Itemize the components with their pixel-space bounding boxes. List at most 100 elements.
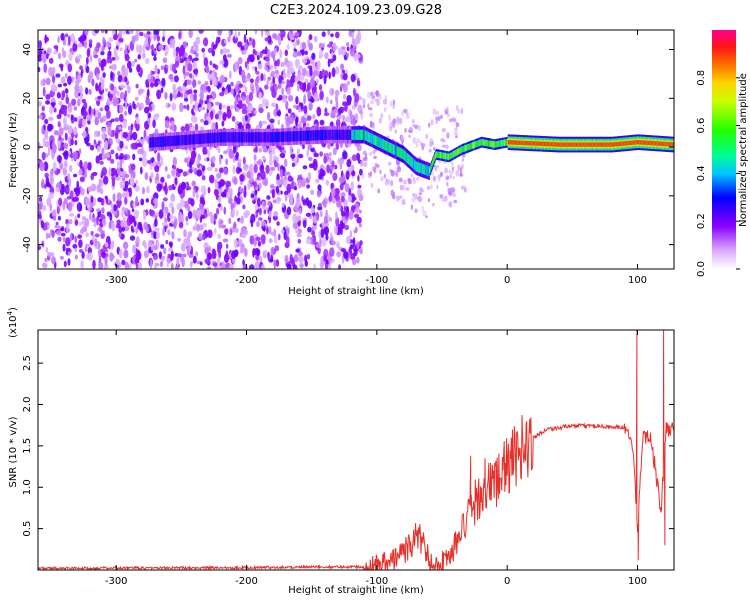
spectrogram-ridge-mark (169, 136, 172, 147)
spectrogram-noise-mark (263, 73, 266, 82)
spectrogram-noise-mark (41, 151, 46, 161)
spectrogram-ridge-mark (216, 132, 218, 143)
spectrogram-ridge-mark (152, 137, 154, 148)
spectrogram-noise-mark (214, 188, 219, 197)
spectrogram-noise-mark (302, 219, 307, 228)
spectrogram-noise-mark (304, 78, 309, 84)
spectrogram-noise-mark (318, 84, 323, 91)
spectrogram-noise-mark (57, 121, 61, 128)
spectrogram-noise-mark (342, 174, 346, 183)
spectrogram-ridge-mark (369, 132, 371, 143)
spectrogram-noise-mark (270, 254, 274, 263)
spectrogram-noise-mark (244, 86, 248, 94)
spectrogram-noise-mark (98, 261, 104, 269)
spectrogram-ridge-mark (422, 163, 424, 175)
spectrogram-ridge-mark (409, 155, 411, 166)
spectrogram-noise-mark (323, 226, 330, 236)
spectrogram-ridge-mark (583, 142, 585, 147)
spectrogram-ridge-mark (252, 132, 254, 143)
spectrogram-noise-mark (160, 244, 165, 249)
spectrogram-noise-mark (190, 261, 194, 265)
spectrogram-ridge-mark (376, 136, 378, 147)
spectrogram-ridge-mark (649, 140, 651, 146)
spectrogram-noise-mark (197, 80, 201, 85)
spectrogram-ridge-mark (312, 130, 314, 141)
spectrogram-noise-mark (324, 107, 328, 114)
spectrogram-noise-mark (187, 205, 191, 212)
spectrogram-noise-mark (336, 200, 342, 208)
spectrogram-noise-mark (267, 111, 271, 121)
spectrogram-noise-mark (169, 73, 174, 80)
spectrogram-noise-mark (51, 75, 56, 84)
spectrogram-noise-mark (427, 198, 430, 203)
spectrogram-noise-mark (280, 190, 283, 195)
spectrogram-noise-mark (281, 202, 285, 208)
spectrogram-noise-mark (153, 214, 157, 219)
spectrogram-ridge-mark (202, 133, 204, 144)
spectrogram-noise-mark (184, 157, 189, 163)
spectrogram-ridge-mark (334, 129, 336, 140)
spectrogram-noise-mark (192, 225, 198, 231)
spectrogram-ridge-mark (534, 141, 536, 146)
spectrogram-ridge-mark (656, 141, 658, 146)
spectrogram-noise-mark (157, 68, 160, 75)
spectrogram-noise-mark (192, 188, 196, 198)
spectrogram-noise-mark (270, 184, 275, 189)
spectrogram-noise-mark (286, 263, 292, 269)
spectrogram-noise-mark (295, 197, 301, 208)
spectrogram-noise-mark (182, 65, 186, 75)
spectrogram-noise-mark (330, 187, 336, 198)
spectrogram-noise-mark (241, 96, 246, 101)
spectrogram-ridge-mark (432, 158, 434, 166)
spectrogram-noise-mark (116, 90, 120, 96)
spectrogram-noise-mark (308, 156, 313, 162)
spectrogram-ridge-mark (464, 145, 466, 152)
spectrogram-noise-mark (238, 168, 243, 173)
spectrogram-noise-mark (99, 93, 104, 102)
spectrogram-noise-mark (99, 160, 104, 165)
spectrogram-noise-mark (163, 247, 167, 255)
snr-x-tick-label: -300 (105, 576, 128, 587)
spectrogram-ridge-mark (254, 132, 256, 143)
spectrogram-noise-mark (108, 43, 112, 48)
spectrogram-noise-mark (44, 172, 49, 178)
spectrogram-noise-mark (175, 51, 179, 57)
spectrogram-noise-mark (225, 158, 229, 166)
spectrogram-noise-mark (249, 78, 254, 83)
spectrogram-noise-mark (461, 163, 464, 170)
spectrogram-ridge-mark (550, 142, 552, 147)
spectrogram-noise-mark (279, 152, 286, 159)
spectrogram-ridge-mark (273, 132, 276, 143)
spectrogram-noise-mark (360, 113, 364, 120)
spectrogram-noise-mark (329, 156, 332, 165)
spectrogram-ridge-mark (657, 141, 659, 146)
spectrogram-ridge-mark (395, 145, 398, 156)
spectrogram-ridge-mark (653, 141, 655, 146)
spectrogram-ridge-mark (495, 141, 497, 148)
spectrogram-noise-mark (240, 45, 245, 51)
spectrogram-noise-mark (419, 186, 423, 192)
spectrogram-noise-mark (292, 222, 298, 230)
spectrogram-noise-mark (298, 251, 303, 257)
spectrogram-noise-mark (202, 233, 206, 241)
spectrogram-noise-mark (99, 188, 104, 195)
spectrogram-ridge-mark (250, 132, 252, 143)
spectrogram-noise-mark (271, 149, 276, 155)
spectrogram-ridge-mark (241, 132, 243, 143)
spectrogram-noise-mark (342, 73, 348, 81)
spectrogram-noise-mark (228, 217, 232, 225)
snr-x-tick-label: 0 (504, 576, 510, 587)
spectrogram-ridge-mark (266, 132, 269, 143)
spectrogram-noise-mark (307, 172, 311, 180)
spectrogram-noise-mark (170, 243, 173, 249)
spectrogram-noise-mark (282, 73, 287, 79)
spectrogram-ridge-mark (597, 142, 599, 147)
spectrogram-noise-mark (329, 232, 333, 238)
spectrogram-ridge-mark (441, 152, 443, 159)
spectrogram-noise-mark (350, 73, 356, 83)
spectrogram-noise-mark (321, 31, 326, 37)
spectrogram-noise-mark (135, 226, 139, 234)
spectrogram-noise-mark (130, 123, 133, 132)
spectrogram-ridge-mark (195, 134, 197, 145)
spectrogram-ridge-mark (295, 131, 297, 142)
